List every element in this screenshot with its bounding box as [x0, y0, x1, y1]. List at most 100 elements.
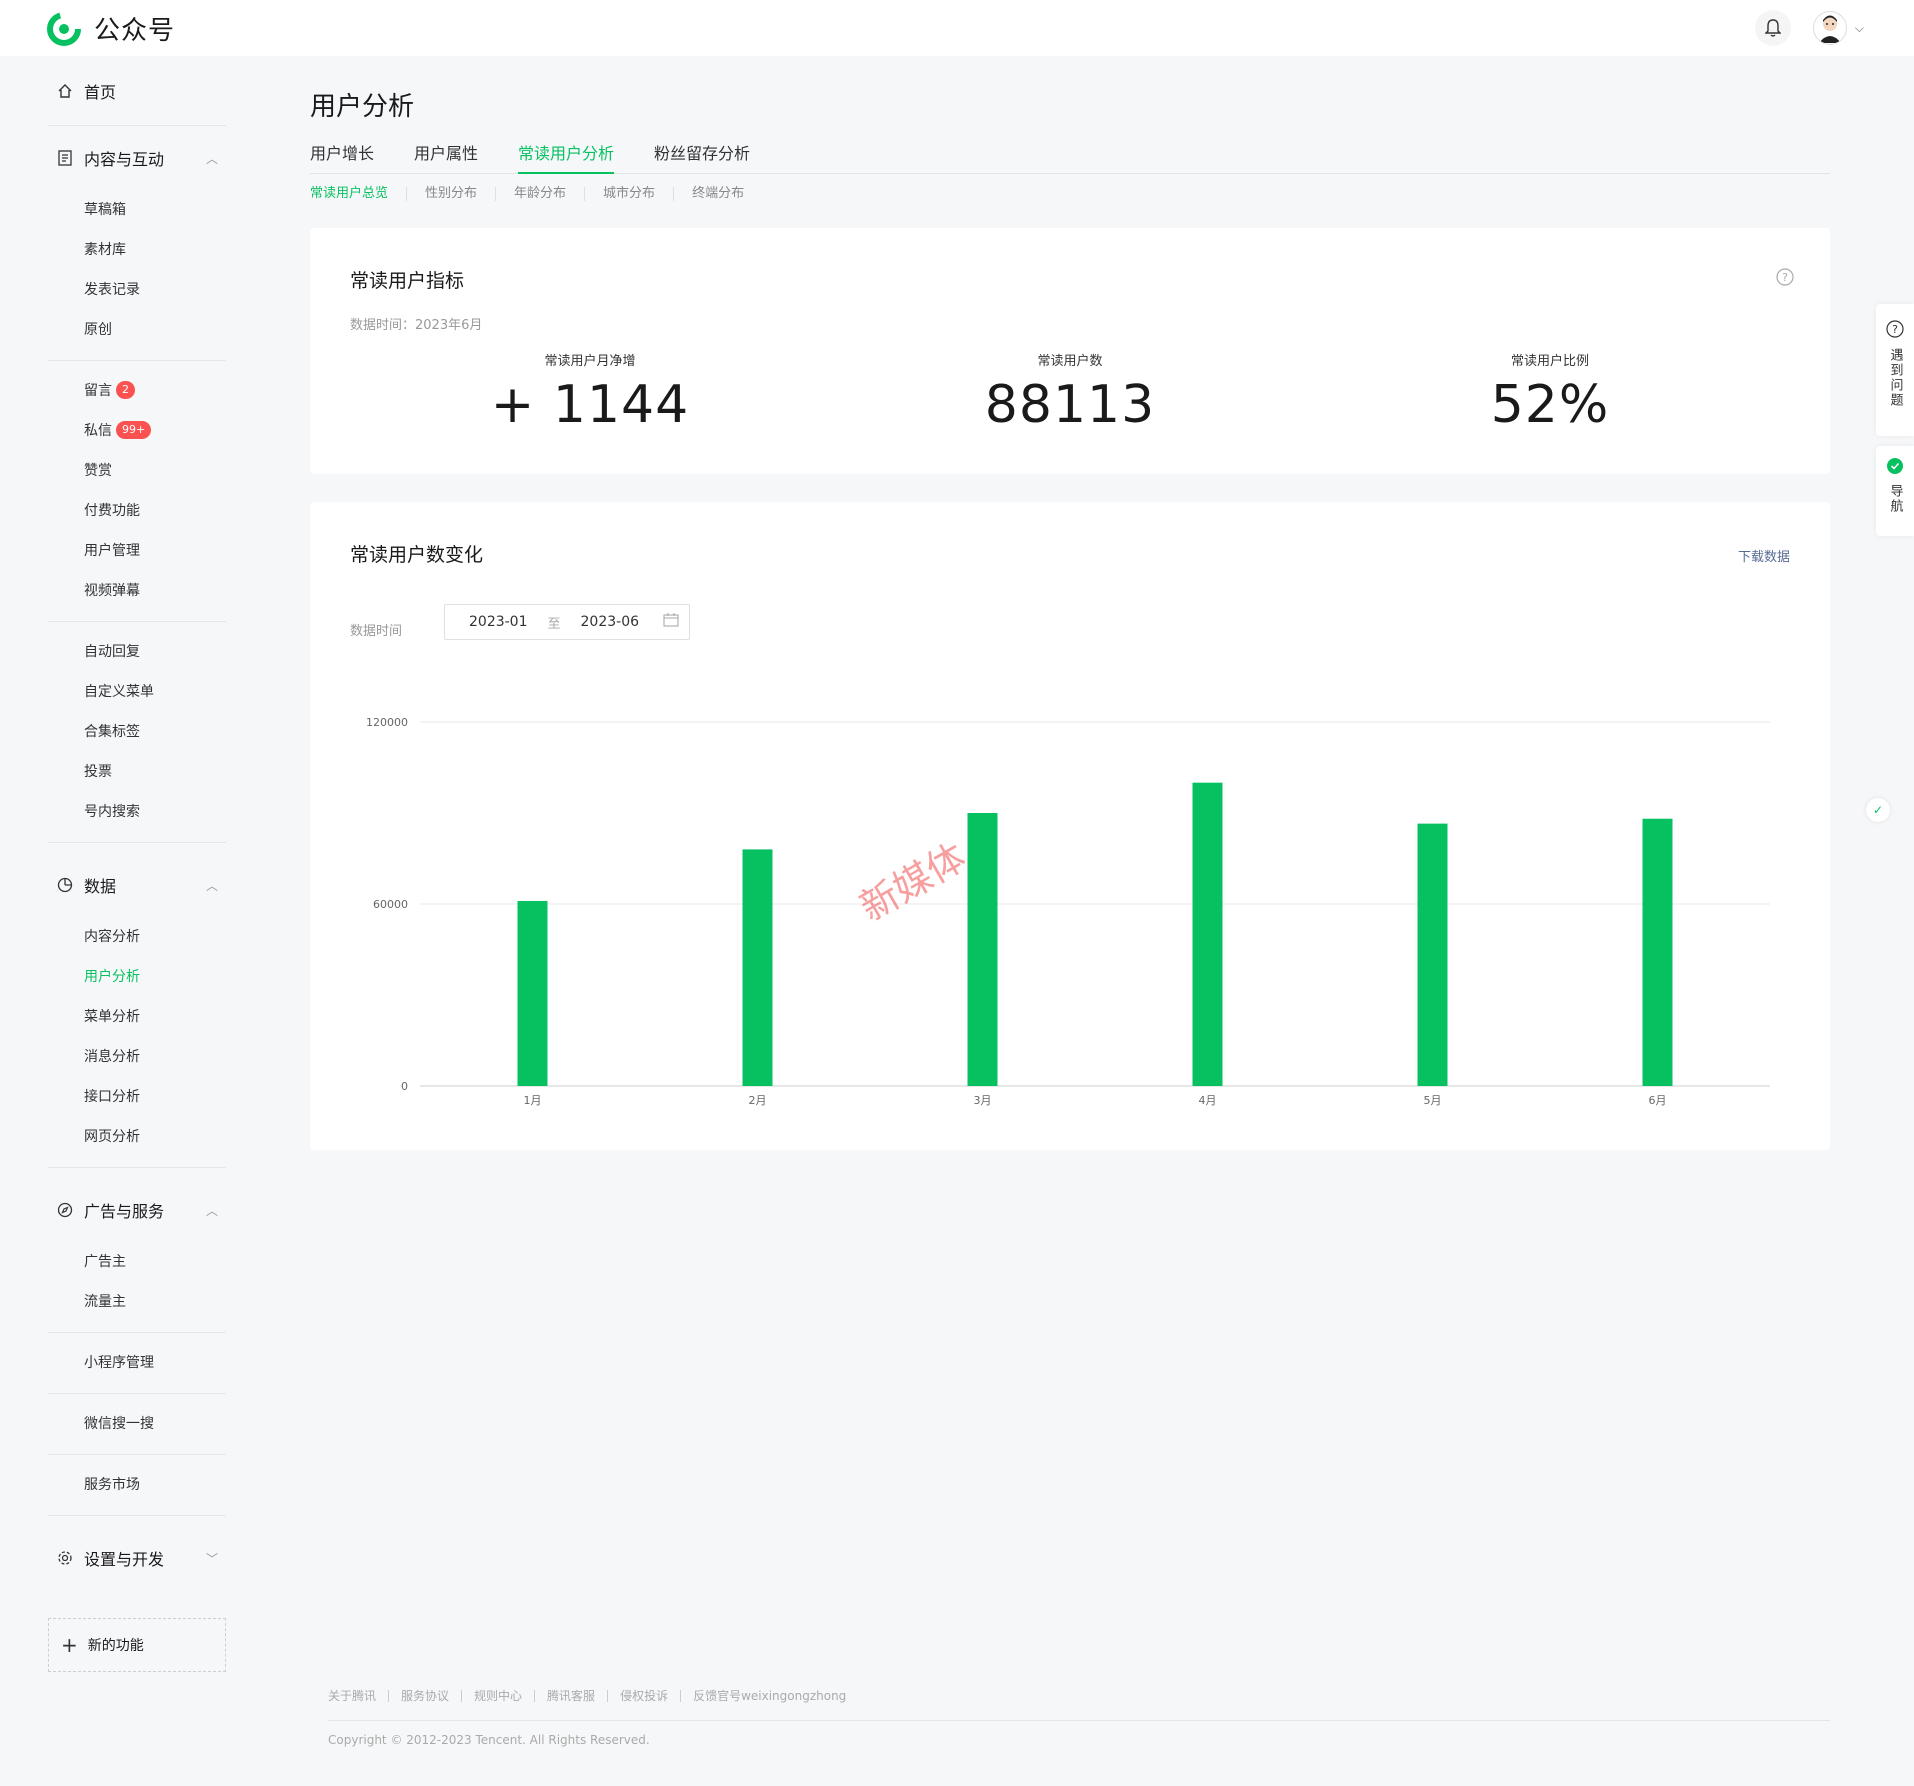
sidebar-item-comments[interactable]: 留言 2	[48, 371, 226, 411]
sidebar-item-mini-program[interactable]: 小程序管理	[84, 1355, 154, 1371]
sidebar: 首页 内容与互动 ︿ 草稿箱 素材库 发表记录 原创 留言 2 私信 99+ 赞赏 …	[48, 56, 226, 1672]
date-separator: 至	[547, 616, 561, 632]
compass-icon	[56, 1201, 74, 1219]
chevron-down-icon[interactable]: ⌵	[1854, 20, 1864, 35]
document-icon	[56, 149, 74, 167]
sidebar-item-content-analysis[interactable]: 内容分析	[84, 929, 140, 945]
sidebar-item-collection-tags[interactable]: 合集标签	[84, 724, 140, 740]
sidebar-item-custom-menu[interactable]: 自定义菜单	[84, 684, 154, 700]
sidebar-item-message-analysis[interactable]: 消息分析	[84, 1049, 140, 1065]
svg-text:?: ?	[1892, 323, 1898, 336]
subtab-city[interactable]: 城市分布	[584, 187, 673, 201]
trend-card: 常读用户数变化 下载数据 数据时间 2023-01 至 2023-06 0 600…	[310, 502, 1830, 1150]
sidebar-item-api-analysis[interactable]: 接口分析	[84, 1089, 140, 1105]
sidebar-item-publisher[interactable]: 流量主	[84, 1294, 126, 1310]
divider	[48, 1167, 226, 1168]
footer-link-infringement[interactable]: 侵权投诉	[607, 1690, 680, 1702]
y-tick-label: 60000	[373, 898, 408, 911]
sidebar-item-materials[interactable]: 素材库	[84, 242, 126, 258]
bar[interactable]	[517, 900, 548, 1086]
footer-link-about[interactable]: 关于腾讯	[328, 1689, 377, 1703]
divider	[48, 621, 226, 622]
sidebar-item-video-danmaku[interactable]: 视频弹幕	[84, 583, 140, 599]
sidebar-item-messages[interactable]: 私信 99+	[48, 411, 226, 451]
sidebar-group-label: 内容与互动	[84, 150, 165, 169]
date-to: 2023-06	[580, 614, 640, 630]
sidebar-item-menu-analysis[interactable]: 菜单分析	[84, 1009, 140, 1025]
metric-label: 常读用户数	[1037, 354, 1103, 369]
chevron-up-icon: ︿	[205, 879, 218, 893]
gear-icon	[56, 1549, 74, 1567]
footer-link-agreement[interactable]: 服务协议	[388, 1690, 461, 1702]
sidebar-item-publish-history[interactable]: 发表记录	[84, 282, 140, 298]
sidebar-group-ads[interactable]: 广告与服务 ︿	[48, 1178, 226, 1242]
bar[interactable]	[742, 849, 773, 1086]
tab-frequent-readers[interactable]: 常读用户分析	[518, 140, 615, 174]
y-tick-label: 120000	[366, 716, 408, 729]
sidebar-item-auto-reply[interactable]: 自动回复	[84, 644, 140, 660]
feedback-icon[interactable]: ✓	[1866, 798, 1890, 822]
footer-link-rules[interactable]: 规则中心	[461, 1690, 534, 1702]
bar[interactable]	[1417, 823, 1448, 1086]
subtab-device[interactable]: 终端分布	[673, 187, 762, 201]
sidebar-group-content[interactable]: 内容与互动 ︿	[48, 126, 226, 190]
sidebar-item-home[interactable]: 首页	[48, 56, 226, 126]
check-icon	[1887, 458, 1903, 478]
metric-value: 88113	[984, 375, 1156, 435]
date-from: 2023-01	[469, 614, 528, 630]
bar[interactable]	[967, 813, 998, 1086]
sidebar-item-service-market[interactable]: 服务市场	[84, 1477, 140, 1493]
help-float-label: 遇到问题	[1887, 348, 1903, 408]
help-icon[interactable]: ?	[1776, 268, 1794, 290]
subtab-age[interactable]: 年龄分布	[495, 187, 584, 201]
logo[interactable]: 公众号	[46, 10, 175, 47]
help-float-button[interactable]: ? 遇到问题	[1876, 304, 1914, 436]
sidebar-group-data[interactable]: 数据 ︿	[48, 853, 226, 917]
date-label: 数据时间	[350, 624, 403, 639]
sidebar-item-drafts[interactable]: 草稿箱	[84, 202, 126, 218]
comments-badge: 2	[116, 381, 135, 399]
avatar[interactable]	[1812, 11, 1847, 45]
sidebar-item-paid[interactable]: 付费功能	[84, 503, 140, 519]
sidebar-item-vote[interactable]: 投票	[84, 764, 112, 780]
x-tick-label: 5月	[1424, 1094, 1442, 1107]
divider	[48, 360, 226, 361]
sidebar-item-label: 留言	[84, 383, 112, 399]
tab-fan-retention[interactable]: 粉丝留存分析	[654, 144, 751, 163]
chevron-down-icon: ﹀	[205, 1552, 218, 1566]
metric-reader-ratio: 常读用户比例 52%	[1400, 350, 1700, 435]
date-range-picker[interactable]: 2023-01 至 2023-06	[444, 604, 690, 640]
tab-user-growth[interactable]: 用户增长	[310, 144, 375, 163]
metric-label: 常读用户月净增	[544, 354, 636, 369]
sidebar-item-tips[interactable]: 赞赏	[84, 463, 112, 479]
sidebar-item-search[interactable]: 号内搜索	[84, 804, 140, 820]
footer-link-support[interactable]: 腾讯客服	[534, 1690, 607, 1702]
sidebar-item-wechat-search[interactable]: 微信搜一搜	[84, 1416, 154, 1432]
sidebar-item-user-analysis[interactable]: 用户分析	[84, 969, 140, 985]
footer-link-feedback[interactable]: 反馈官号weixingongzhong	[680, 1690, 858, 1702]
wechat-logo-icon	[47, 11, 81, 46]
x-tick-label: 3月	[974, 1094, 992, 1107]
sidebar-item-advertiser[interactable]: 广告主	[84, 1254, 126, 1270]
question-icon: ?	[1886, 320, 1904, 342]
download-data-link[interactable]: 下载数据	[1737, 550, 1790, 565]
sidebar-group-settings[interactable]: 设置与开发 ﹀	[48, 1526, 226, 1590]
nav-float-button[interactable]: 导航	[1876, 446, 1914, 536]
notification-bell-icon[interactable]	[1754, 10, 1791, 46]
bar[interactable]	[1192, 782, 1223, 1086]
divider	[48, 1332, 226, 1333]
sidebar-item-original[interactable]: 原创	[84, 322, 112, 338]
divider	[48, 842, 226, 843]
sidebar-item-user-management[interactable]: 用户管理	[84, 543, 140, 559]
new-feature-button[interactable]: + 新的功能	[48, 1618, 226, 1672]
sidebar-item-web-analysis[interactable]: 网页分析	[84, 1129, 140, 1145]
subtab-overview[interactable]: 常读用户总览	[310, 186, 389, 201]
app-title: 公众号	[94, 16, 176, 46]
bar[interactable]	[1642, 818, 1673, 1086]
metrics-card: 常读用户指标 ? 数据时间：2023年6月 常读用户月净增 + 1144 常读用…	[310, 228, 1830, 474]
subtab-gender[interactable]: 性别分布	[406, 187, 495, 201]
y-tick-label: 0	[401, 1080, 408, 1093]
tab-user-attributes[interactable]: 用户属性	[414, 144, 479, 163]
metric-value: + 1144	[490, 375, 690, 435]
sidebar-item-label: 首页	[84, 82, 117, 102]
